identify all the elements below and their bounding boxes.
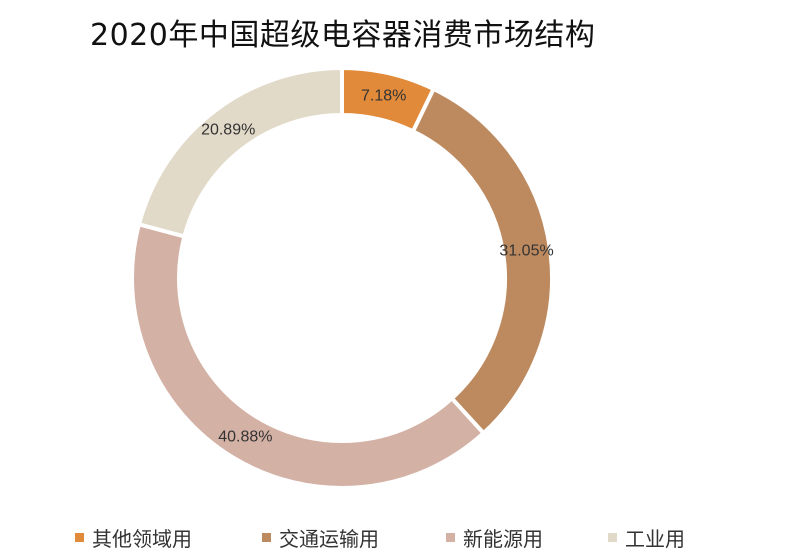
- legend-label-other: 其他领域用: [92, 527, 192, 551]
- donut-slice-industrial: [136, 65, 344, 239]
- chart-title: 2020年中国超级电容器消费市场结构: [90, 18, 596, 53]
- donut-slices: [130, 65, 554, 490]
- legend-item-transport: 交通运输用: [262, 523, 379, 552]
- slice-label-transport: 31.05%: [499, 242, 553, 259]
- donut-slice-transport: [410, 86, 554, 436]
- slice-label-new-energy: 40.88%: [218, 429, 272, 446]
- legend-swatch-other: [75, 533, 84, 542]
- legend-label-new-energy: 新能源用: [463, 527, 543, 551]
- legend-swatch-new-energy: [446, 533, 455, 542]
- legend-swatch-transport: [262, 533, 271, 542]
- legend: 其他领域用 交通运输用 新能源用 工业用: [0, 523, 786, 553]
- legend-item-industrial: 工业用: [608, 523, 685, 552]
- legend-item-other: 其他领域用: [75, 523, 192, 552]
- slice-labels: 7.18% 31.05% 40.88% 20.89%: [201, 87, 554, 445]
- legend-item-new-energy: 新能源用: [446, 523, 543, 552]
- legend-swatch-industrial: [608, 533, 617, 542]
- donut-slice-new-energy: [130, 221, 487, 490]
- legend-label-transport: 交通运输用: [279, 527, 379, 551]
- legend-label-industrial: 工业用: [625, 527, 685, 551]
- slice-label-industrial: 20.89%: [201, 121, 255, 138]
- donut-chart: 7.18% 31.05% 40.88% 20.89%: [130, 65, 554, 490]
- slice-label-other: 7.18%: [361, 87, 406, 104]
